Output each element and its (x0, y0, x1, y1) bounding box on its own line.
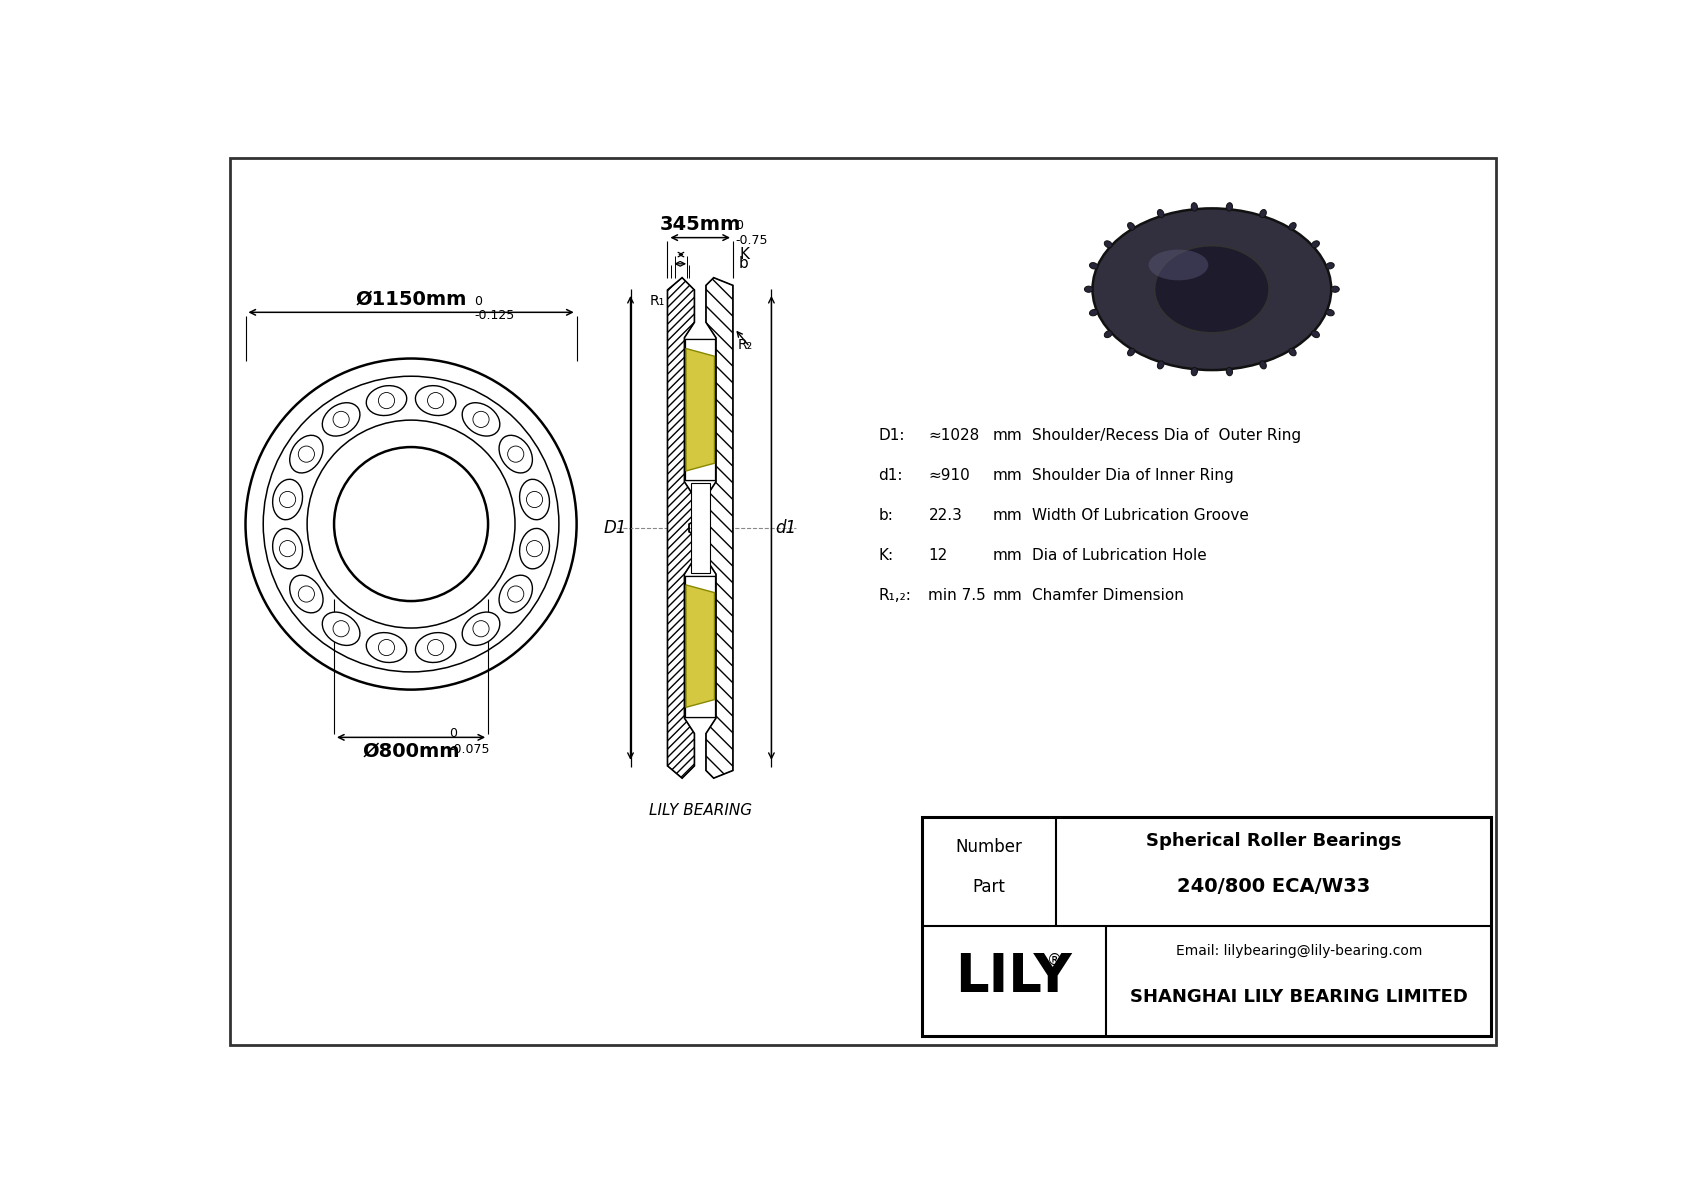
Polygon shape (690, 484, 711, 573)
Text: R₁: R₁ (648, 294, 665, 307)
Bar (921, 817, 1492, 1036)
Text: d1: d1 (775, 519, 797, 537)
Text: Number: Number (955, 838, 1022, 856)
Text: ®: ® (1046, 953, 1061, 967)
Polygon shape (685, 585, 714, 707)
Ellipse shape (1330, 286, 1339, 292)
Ellipse shape (367, 386, 408, 416)
Text: b: b (739, 256, 749, 272)
Ellipse shape (1128, 223, 1135, 230)
Text: Ø800mm: Ø800mm (362, 742, 460, 761)
Ellipse shape (1260, 361, 1266, 369)
Text: 240/800 ECA/W33: 240/800 ECA/W33 (1177, 878, 1371, 897)
Ellipse shape (367, 632, 408, 662)
Text: 345mm: 345mm (660, 214, 741, 233)
Text: mm: mm (992, 428, 1022, 443)
Text: Width Of Lubrication Groove: Width Of Lubrication Groove (1032, 507, 1250, 523)
Ellipse shape (273, 529, 303, 569)
Ellipse shape (1128, 348, 1135, 356)
Text: -0.75: -0.75 (736, 233, 768, 247)
Text: 12: 12 (928, 548, 948, 563)
Ellipse shape (461, 612, 500, 646)
Polygon shape (685, 575, 716, 717)
Text: 0: 0 (475, 294, 482, 307)
Ellipse shape (1093, 208, 1332, 370)
Ellipse shape (461, 403, 500, 436)
Ellipse shape (520, 529, 549, 569)
Text: 22.3: 22.3 (928, 507, 962, 523)
Text: R₁,₂:: R₁,₂: (879, 588, 911, 603)
Ellipse shape (290, 435, 323, 473)
Text: min 7.5: min 7.5 (928, 588, 987, 603)
Ellipse shape (1312, 331, 1320, 337)
Ellipse shape (1325, 262, 1334, 269)
Text: mm: mm (992, 548, 1022, 563)
Ellipse shape (1325, 310, 1334, 316)
Ellipse shape (1105, 331, 1111, 337)
Ellipse shape (1157, 210, 1164, 218)
Polygon shape (685, 339, 716, 480)
Polygon shape (706, 278, 733, 778)
Ellipse shape (520, 479, 549, 519)
Text: 0: 0 (736, 219, 744, 232)
Ellipse shape (1191, 202, 1197, 211)
Ellipse shape (416, 632, 456, 662)
Text: ≈1028: ≈1028 (928, 428, 980, 443)
Ellipse shape (1105, 241, 1111, 248)
Text: mm: mm (992, 468, 1022, 482)
Text: Ø1150mm: Ø1150mm (355, 289, 466, 308)
Text: -0.075: -0.075 (450, 743, 490, 756)
Text: mm: mm (992, 507, 1022, 523)
Text: Dia of Lubrication Hole: Dia of Lubrication Hole (1032, 548, 1207, 563)
Ellipse shape (1260, 210, 1266, 218)
Ellipse shape (1090, 262, 1098, 269)
Text: R₂: R₂ (738, 338, 753, 353)
Ellipse shape (1157, 361, 1164, 369)
Text: D1:: D1: (879, 428, 904, 443)
Text: d1:: d1: (879, 468, 903, 482)
Ellipse shape (1090, 310, 1098, 316)
Ellipse shape (416, 386, 456, 416)
Ellipse shape (1226, 202, 1233, 211)
Text: ≈910: ≈910 (928, 468, 970, 482)
Ellipse shape (1288, 223, 1297, 230)
Ellipse shape (1226, 367, 1233, 375)
Text: Email: lilybearing@lily-bearing.com: Email: lilybearing@lily-bearing.com (1175, 943, 1421, 958)
Ellipse shape (273, 479, 303, 519)
Text: b:: b: (879, 507, 893, 523)
Ellipse shape (498, 435, 532, 473)
Text: SHANGHAI LILY BEARING LIMITED: SHANGHAI LILY BEARING LIMITED (1130, 987, 1468, 1005)
Text: K: K (739, 247, 749, 262)
Ellipse shape (290, 575, 323, 613)
Ellipse shape (498, 575, 532, 613)
Ellipse shape (1148, 250, 1209, 280)
Text: Part: Part (972, 878, 1005, 896)
Text: 0: 0 (450, 727, 458, 740)
Text: Shoulder/Recess Dia of  Outer Ring: Shoulder/Recess Dia of Outer Ring (1032, 428, 1302, 443)
Text: D1: D1 (603, 519, 626, 537)
Ellipse shape (1191, 367, 1197, 375)
Ellipse shape (322, 612, 360, 646)
Ellipse shape (1312, 241, 1320, 248)
Text: LILY: LILY (955, 950, 1073, 1003)
Text: -0.125: -0.125 (475, 310, 514, 323)
Text: mm: mm (992, 588, 1022, 603)
Ellipse shape (1155, 245, 1270, 332)
Text: LILY BEARING: LILY BEARING (648, 803, 751, 818)
Ellipse shape (1084, 286, 1093, 292)
Text: Chamfer Dimension: Chamfer Dimension (1032, 588, 1184, 603)
Polygon shape (685, 349, 714, 470)
Ellipse shape (322, 403, 360, 436)
Text: Spherical Roller Bearings: Spherical Roller Bearings (1147, 831, 1401, 850)
Polygon shape (667, 278, 694, 778)
Ellipse shape (1288, 348, 1297, 356)
Text: Shoulder Dia of Inner Ring: Shoulder Dia of Inner Ring (1032, 468, 1234, 482)
Text: K:: K: (879, 548, 894, 563)
